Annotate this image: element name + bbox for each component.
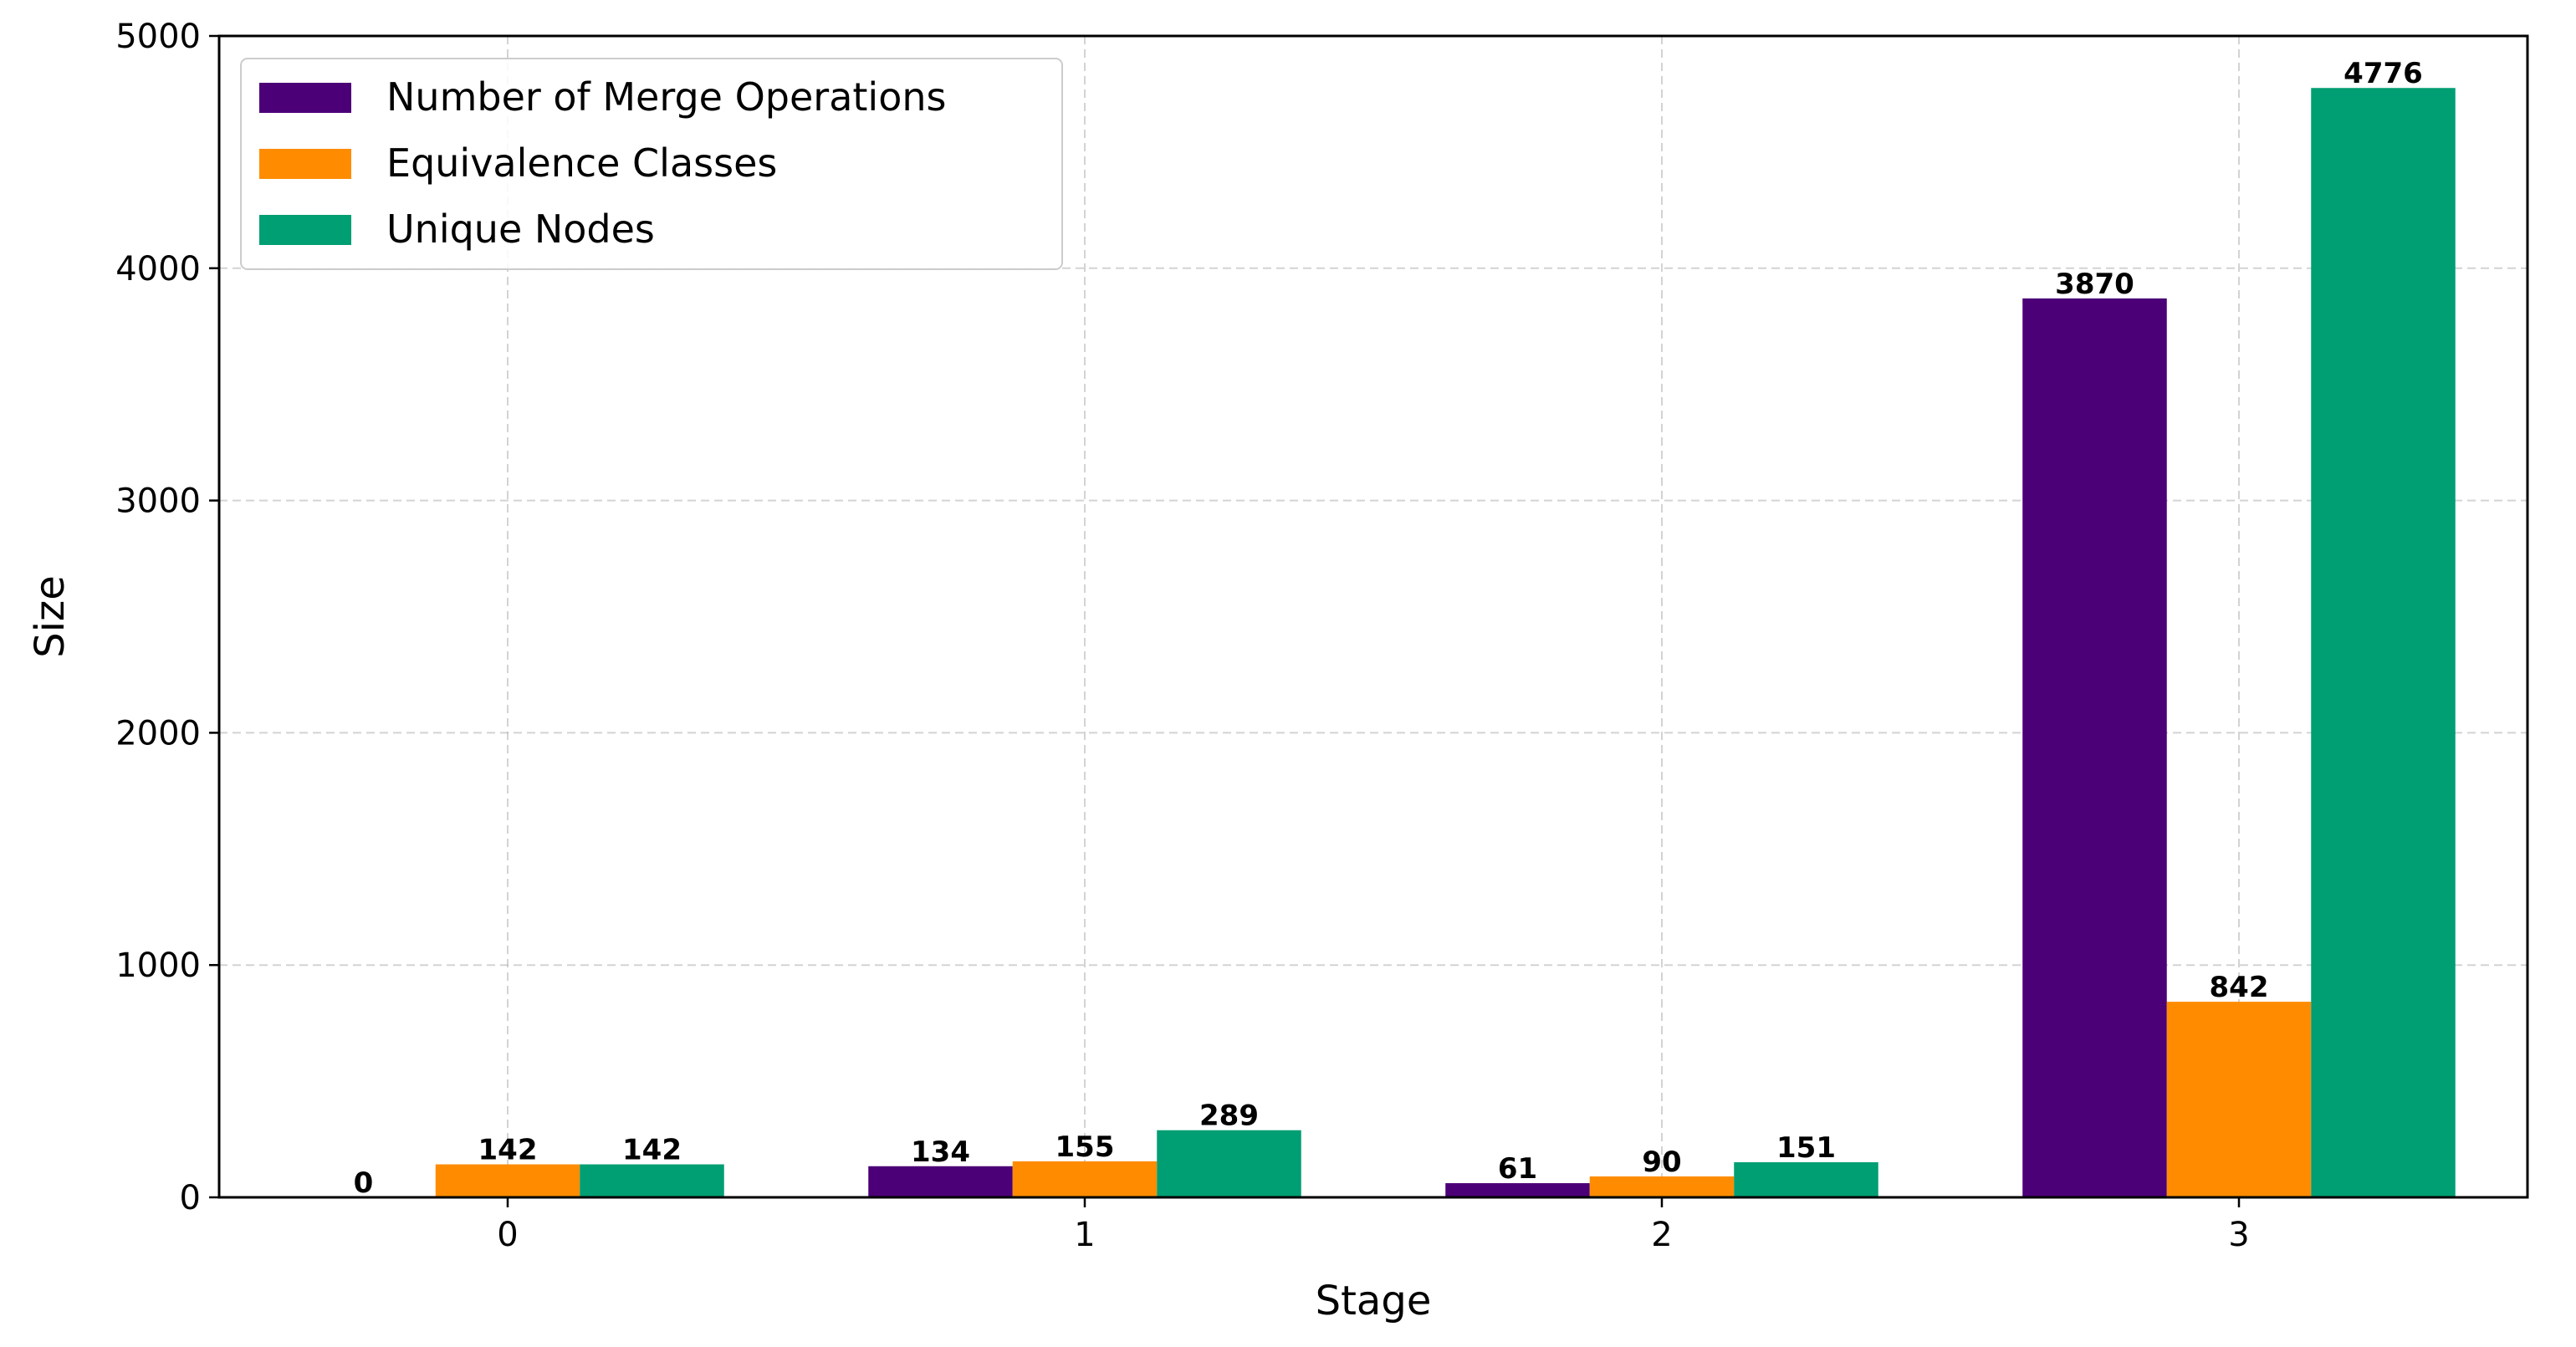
y-tick-label: 4000 xyxy=(115,250,201,288)
bar xyxy=(1734,1162,1878,1197)
bar-value-label: 155 xyxy=(1055,1130,1115,1164)
legend: Number of Merge Operations Equivalence Cl… xyxy=(240,58,1063,270)
bar-value-label: 4776 xyxy=(2343,57,2423,90)
x-tick-label: 3 xyxy=(2228,1216,2249,1254)
axis-ticks: 0 1 2 3 0 1000 2000 3000 4000 5000 xyxy=(115,18,2250,1254)
legend-box xyxy=(240,58,1063,270)
x-axis-label: Stage xyxy=(1316,1278,1432,1324)
bar-value-label: 134 xyxy=(911,1135,970,1169)
legend-label: Equivalence Classes xyxy=(386,140,777,186)
bar xyxy=(1157,1130,1301,1197)
y-tick-label: 5000 xyxy=(115,18,201,56)
legend-swatch xyxy=(259,83,351,113)
bar xyxy=(2311,88,2456,1198)
bar xyxy=(1445,1183,1590,1197)
y-axis-label: Size xyxy=(27,575,74,658)
bar xyxy=(868,1166,1013,1197)
bar xyxy=(1589,1176,1735,1197)
legend-swatch xyxy=(259,149,351,179)
bar xyxy=(580,1164,724,1197)
legend-label: Number of Merge Operations xyxy=(386,74,946,120)
plot-frame xyxy=(217,34,2529,1199)
x-tick-label: 0 xyxy=(497,1216,518,1254)
bar-value-label: 142 xyxy=(622,1134,682,1167)
legend-swatch xyxy=(259,215,351,245)
bar xyxy=(2166,1002,2312,1197)
bar-value-label: 3870 xyxy=(2055,268,2134,301)
bar-value-label: 289 xyxy=(1199,1100,1259,1133)
bar-value-label: 0 xyxy=(354,1166,374,1200)
data-labels: 0 134 61 3870 142 155 90 842 142 289 151 4776 xyxy=(354,57,2423,1200)
bars xyxy=(435,88,2456,1198)
bar-value-label: 151 xyxy=(1776,1131,1836,1165)
bar xyxy=(1012,1161,1158,1197)
bar-value-label: 61 xyxy=(1498,1152,1537,1186)
y-tick-label: 1000 xyxy=(115,946,201,985)
y-tick-label: 0 xyxy=(180,1179,201,1217)
bar-value-label: 90 xyxy=(1642,1145,1681,1179)
bar-value-label: 142 xyxy=(478,1134,538,1167)
x-tick-label: 1 xyxy=(1074,1216,1095,1254)
bar-value-label: 842 xyxy=(2210,971,2269,1004)
y-tick-label: 3000 xyxy=(115,482,201,521)
y-tick-label: 2000 xyxy=(115,714,201,753)
bar xyxy=(2022,298,2167,1197)
bar xyxy=(435,1164,580,1197)
legend-label: Unique Nodes xyxy=(386,207,655,252)
x-tick-label: 2 xyxy=(1651,1216,1672,1254)
